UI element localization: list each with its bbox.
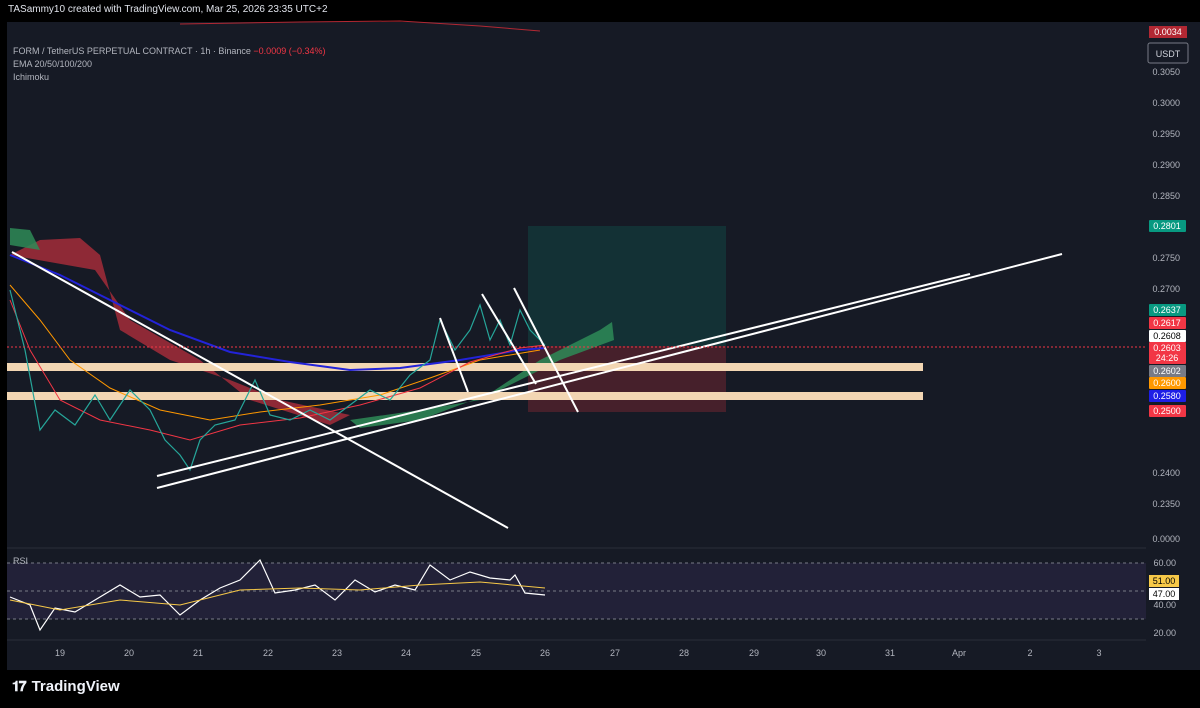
svg-text:0.2608: 0.2608 xyxy=(1153,331,1181,341)
svg-text:0.2637: 0.2637 xyxy=(1153,305,1181,315)
rsi-line xyxy=(9,558,546,632)
time-tick: 31 xyxy=(885,648,895,658)
time-tick: 23 xyxy=(332,648,342,658)
indicator-ichimoku[interactable]: Ichimoku xyxy=(13,72,50,82)
tradingview-logo-icon: 𝟏𝟕 xyxy=(12,678,27,694)
support-band-upper xyxy=(7,363,923,371)
chart-area[interactable] xyxy=(7,22,1200,670)
price-label: 0.2500 xyxy=(1149,405,1186,417)
credit-line: TASammy10 created with TradingView.com, … xyxy=(8,4,328,15)
support-band-lower xyxy=(7,392,923,400)
rsi-value-label: 51.00 xyxy=(1149,575,1179,587)
rsi-value-label: 47.00 xyxy=(1149,588,1179,600)
price-label: 24:26 xyxy=(1149,352,1186,364)
target-zone xyxy=(528,226,726,346)
time-tick: 19 xyxy=(55,648,65,658)
svg-text:51.00: 51.00 xyxy=(1153,576,1176,586)
svg-text:0.2580: 0.2580 xyxy=(1153,391,1181,401)
ema-100 xyxy=(9,284,541,421)
time-tick: 21 xyxy=(193,648,203,658)
top-badge: 0.0034 xyxy=(1154,27,1182,37)
time-tick: 2 xyxy=(1027,648,1032,658)
price-label: 0.2603 xyxy=(1149,342,1186,354)
rsi-tick: 60.00 xyxy=(1153,558,1176,568)
price-tick: 0.0000 xyxy=(1152,534,1180,544)
currency-box xyxy=(1147,42,1189,64)
indicator-ema[interactable]: EMA 20/50/100/200 xyxy=(13,59,93,69)
symbol-name: FORM / TetherUS PERPETUAL CONTRACT · 1h … xyxy=(13,46,251,56)
price-line xyxy=(9,289,546,472)
price-tick: 0.2850 xyxy=(1152,191,1180,201)
price-label: 0.2801 xyxy=(1149,220,1186,232)
tradingview-brand: 𝟏𝟕 TradingView xyxy=(12,678,120,695)
time-tick: 28 xyxy=(679,648,689,658)
symbol-change: −0.0009 (−0.34%) xyxy=(253,46,326,56)
price-label: 0.2580 xyxy=(1149,390,1186,402)
rsi-ma-line xyxy=(9,581,546,611)
ema-50 xyxy=(9,299,546,441)
price-label: 0.2608 xyxy=(1149,330,1186,342)
svg-text:0.2603: 0.2603 xyxy=(1153,343,1181,353)
trendline-up-1 xyxy=(156,273,971,477)
price-tick: 0.2400 xyxy=(1152,468,1180,478)
price-tick: 0.2750 xyxy=(1152,253,1180,263)
rsi-tick: 40.00 xyxy=(1153,600,1176,610)
price-tick: 0.2700 xyxy=(1152,284,1180,294)
svg-text:47.00: 47.00 xyxy=(1153,589,1176,599)
price-label: 0.2617 xyxy=(1149,317,1186,329)
trendline-short-3 xyxy=(513,287,579,413)
time-tick: 29 xyxy=(749,648,759,658)
svg-text:24:26: 24:26 xyxy=(1156,353,1179,363)
time-tick: 3 xyxy=(1096,648,1101,658)
mini-strip-line xyxy=(179,20,541,32)
svg-text:0.2801: 0.2801 xyxy=(1153,221,1181,231)
price-tick: 0.3000 xyxy=(1152,98,1180,108)
top-badge-bg xyxy=(1149,26,1187,38)
price-label: 0.2600 xyxy=(1149,377,1186,389)
svg-text:0.2600: 0.2600 xyxy=(1153,378,1181,388)
svg-text:0.2500: 0.2500 xyxy=(1153,406,1181,416)
ichimoku-red-cloud xyxy=(10,238,350,425)
price-tick: 0.2350 xyxy=(1152,499,1180,509)
price-tick: 0.3050 xyxy=(1152,67,1180,77)
time-tick: 30 xyxy=(816,648,826,658)
trendline-down-long xyxy=(11,251,509,529)
price-label: 0.2637 xyxy=(1149,304,1186,316)
rsi-label[interactable]: RSI xyxy=(13,556,29,566)
ema-200 xyxy=(9,254,546,372)
price-label: 0.2602 xyxy=(1149,365,1186,377)
trendline-short-2 xyxy=(481,293,537,385)
symbol-legend[interactable]: FORM / TetherUS PERPETUAL CONTRACT · 1h … xyxy=(13,46,325,56)
footer-bar xyxy=(0,670,1200,708)
time-tick: 22 xyxy=(263,648,273,658)
trendline-up-2 xyxy=(156,253,1063,489)
time-tick: 20 xyxy=(124,648,134,658)
price-tick: 0.2900 xyxy=(1152,160,1180,170)
time-tick: Apr xyxy=(952,648,966,658)
time-tick: 27 xyxy=(610,648,620,658)
time-tick: 26 xyxy=(540,648,550,658)
time-tick: 24 xyxy=(401,648,411,658)
svg-text:0.2617: 0.2617 xyxy=(1153,318,1181,328)
rsi-tick: 20.00 xyxy=(1153,628,1176,638)
currency-label: USDT xyxy=(1156,49,1181,59)
trendline-short-1 xyxy=(439,317,469,393)
time-tick: 25 xyxy=(471,648,481,658)
price-tick: 0.2950 xyxy=(1152,129,1180,139)
svg-text:0.2602: 0.2602 xyxy=(1153,366,1181,376)
brand-name: TradingView xyxy=(31,678,120,695)
